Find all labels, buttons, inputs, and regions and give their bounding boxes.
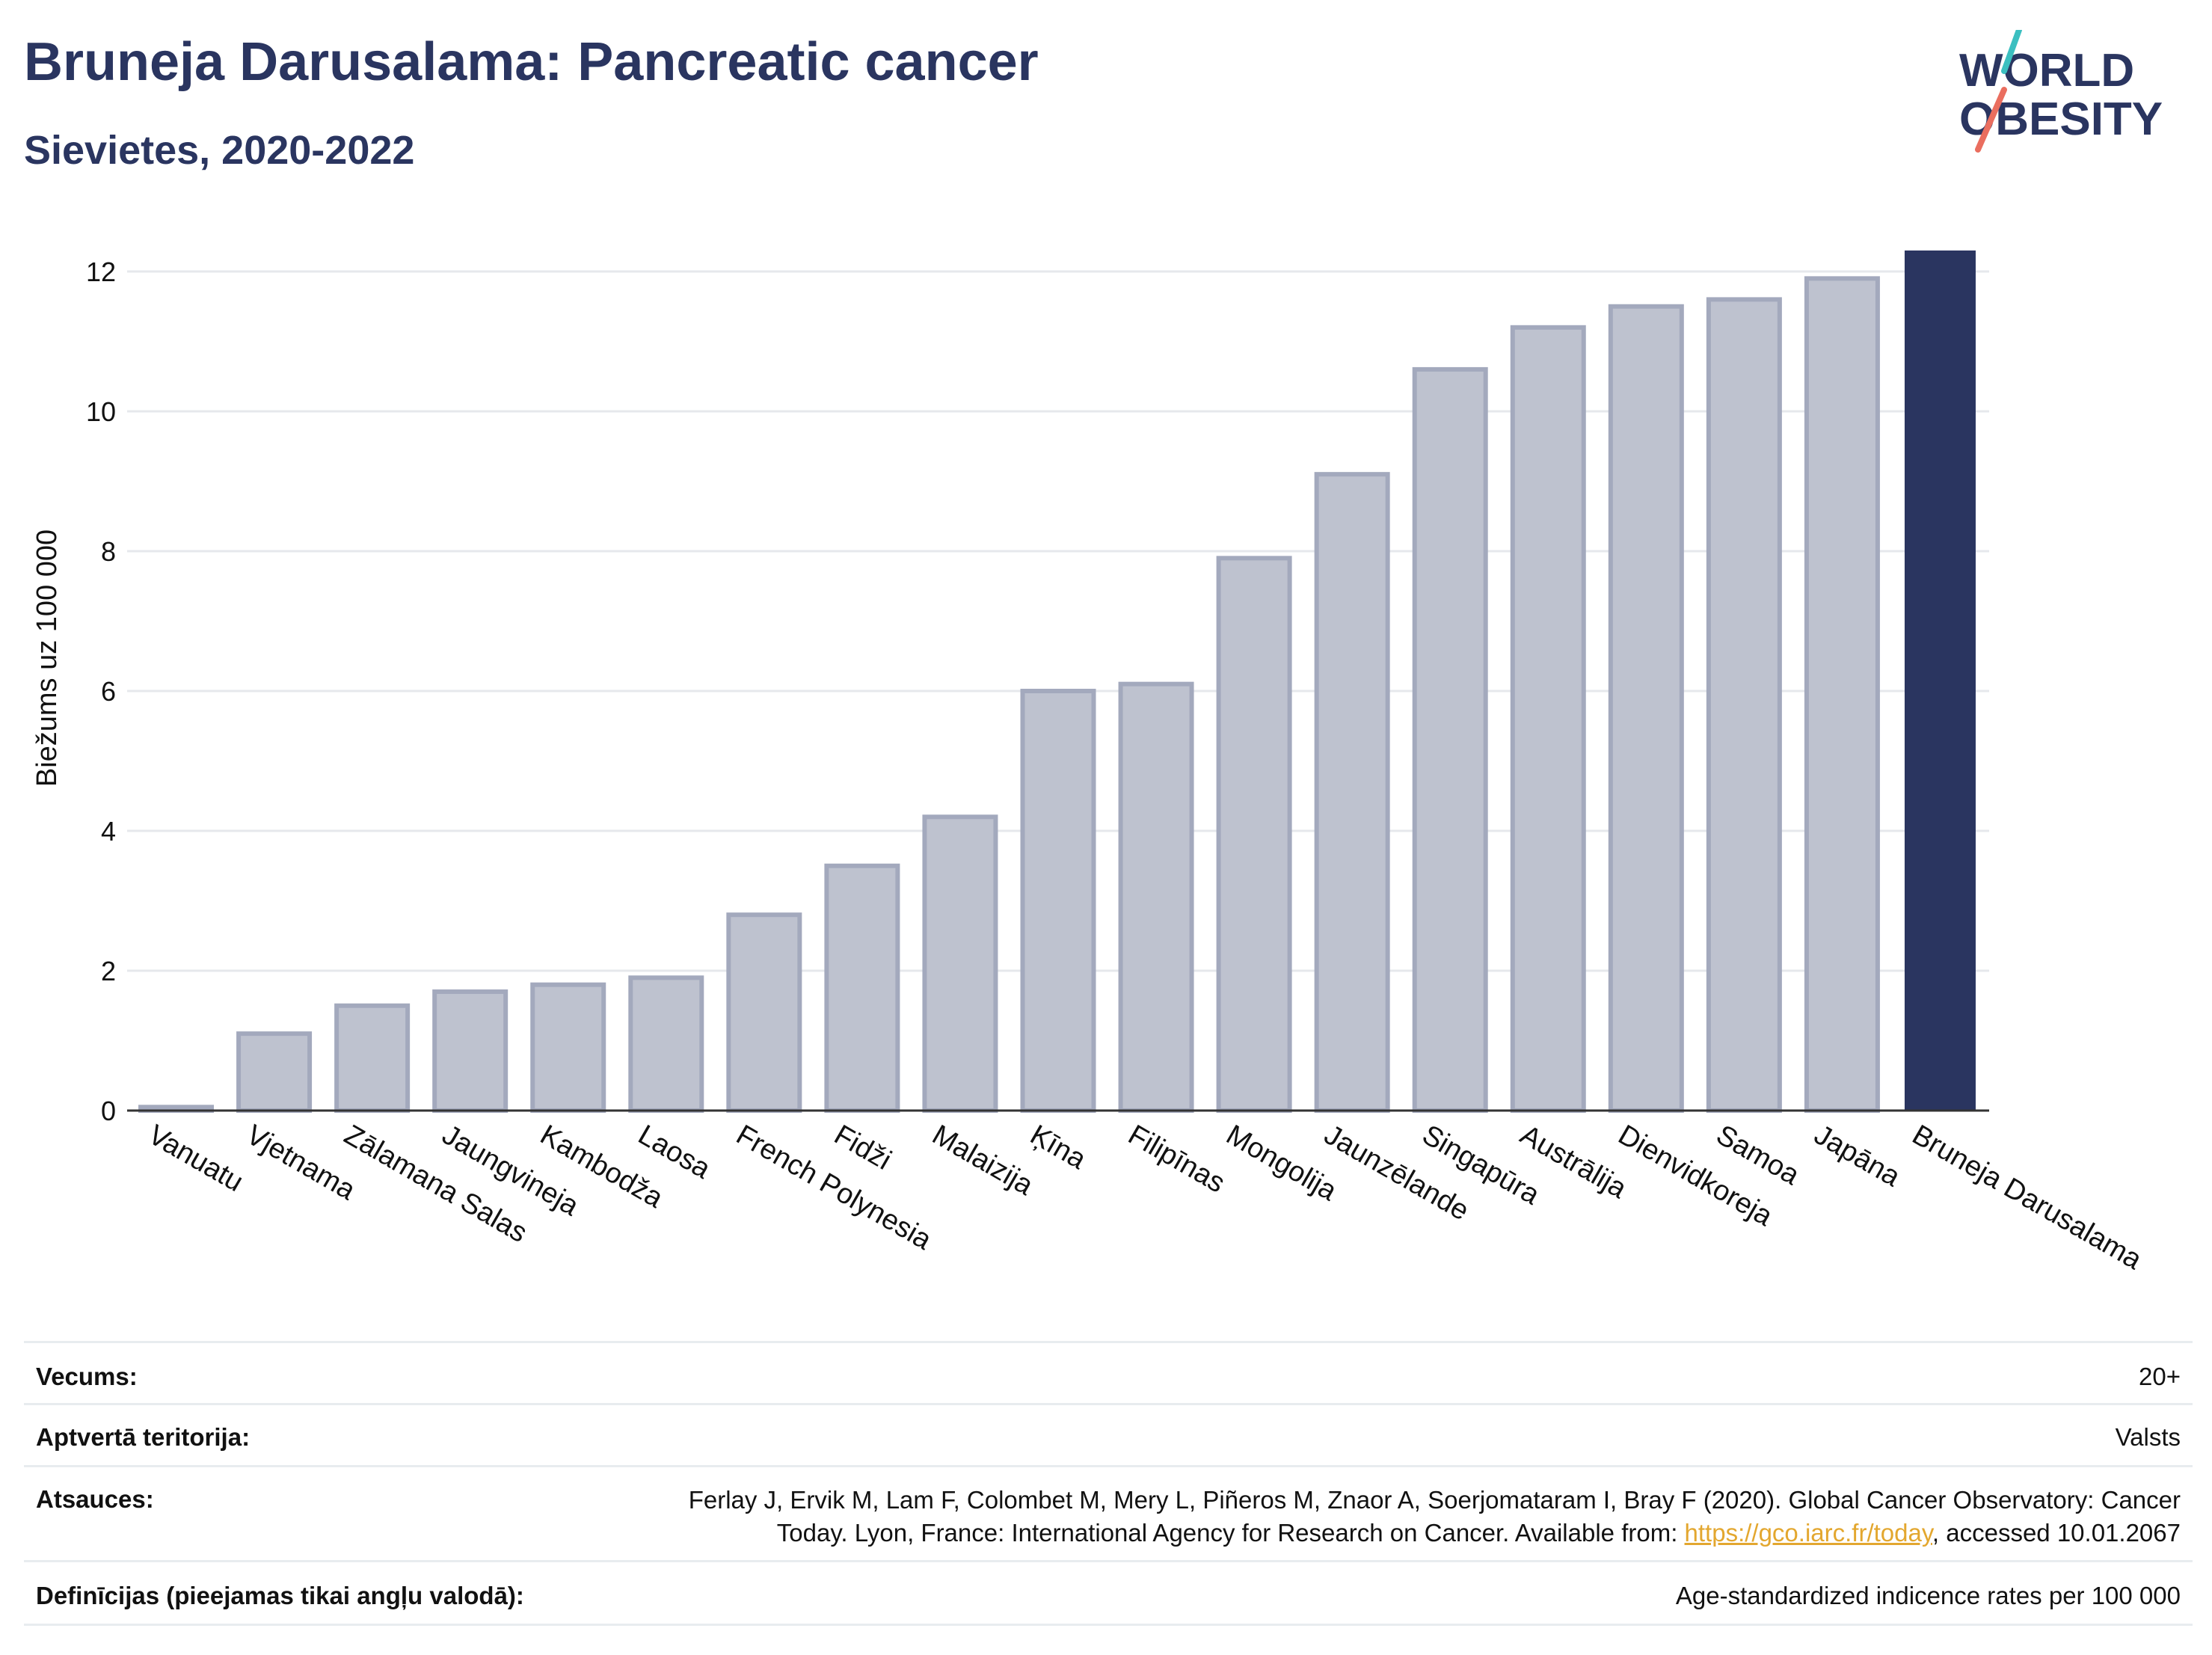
bar[interactable] [1706, 297, 1782, 1113]
bar[interactable] [236, 1031, 313, 1114]
info-row-definitions: Definīcijas (pieejamas tikai angļu valod… [24, 1560, 2193, 1626]
info-label-definitions: Definīcijas (pieejamas tikai angļu valod… [36, 1582, 524, 1609]
chart-title: Bruneja Darusalama: Pancreatic cancer [24, 32, 1039, 92]
y-tick-label: 2 [101, 956, 116, 986]
bars [138, 250, 1976, 1114]
bar[interactable] [1118, 681, 1194, 1113]
reference-line-1: Ferlay J, Ervik M, Lam F, Colombet M, Me… [688, 1486, 2181, 1514]
y-axis-label: Biežums uz 100 000 [31, 529, 63, 787]
reference-link[interactable]: https://gco.iarc.fr/today [1684, 1519, 1932, 1547]
bar[interactable] [824, 863, 900, 1113]
x-tick-label: Vanuatu [143, 1119, 248, 1198]
bar[interactable] [628, 975, 704, 1113]
x-tick-label: Malaizija [927, 1119, 1039, 1202]
info-label-coverage: Aptvertā teritorija: [36, 1423, 251, 1451]
bar[interactable] [334, 1003, 411, 1113]
bar[interactable] [1904, 250, 1976, 1111]
y-tick-label: 0 [101, 1096, 116, 1126]
bar[interactable] [922, 814, 998, 1114]
bar[interactable] [1314, 472, 1390, 1113]
x-tick-label: Japāna [1809, 1119, 1906, 1193]
y-tick-label: 10 [86, 396, 116, 427]
y-tick-label: 12 [86, 257, 116, 287]
logo-slash-coral [1975, 87, 2007, 153]
chart-subtitle: Sievietes, 2020-2022 [24, 128, 415, 173]
bar[interactable] [1804, 276, 1880, 1114]
info-row-age: Vecums: 20+ [24, 1341, 2193, 1403]
x-tick-label: Mongolija [1221, 1119, 1343, 1207]
bar[interactable] [1020, 689, 1096, 1113]
info-value-coverage: Valsts [2115, 1423, 2181, 1451]
logo-text-world: WORLD [1959, 45, 2134, 96]
world-obesity-logo: WORLD OBESITY [1959, 30, 2163, 153]
bar[interactable] [726, 912, 802, 1113]
bar[interactable] [530, 982, 606, 1113]
info-value-definitions: Age-standardized indicence rates per 100… [1675, 1582, 2181, 1609]
logo-slash-teal [2001, 30, 2022, 74]
bar[interactable] [1608, 304, 1684, 1113]
info-row-coverage: Aptvertā teritorija: Valsts [24, 1403, 2193, 1465]
x-tick-label: Fidži [829, 1119, 896, 1176]
y-tick-label: 4 [101, 816, 116, 847]
bar[interactable] [1412, 366, 1488, 1113]
info-value-references: Ferlay J, Ervik M, Lam F, Colombet M, Me… [689, 1484, 2181, 1550]
x-tick-label: Filipīnas [1123, 1119, 1231, 1199]
bar[interactable] [1216, 556, 1292, 1113]
reference-text-pre: Today. Lyon, France: International Agenc… [776, 1519, 1685, 1547]
info-label-age: Vecums: [36, 1363, 138, 1390]
x-tick-label: Vjetnama [241, 1119, 361, 1206]
reference-line-2: Today. Lyon, France: International Agenc… [689, 1517, 2181, 1550]
info-value-age: 20+ [2139, 1363, 2181, 1390]
x-tick-label: Ķīna [1025, 1119, 1092, 1176]
reference-text-post: , accessed 10.01.2067 [1932, 1519, 2181, 1547]
bar[interactable] [432, 989, 509, 1114]
x-tick-label: Bruneja Darusalama [1907, 1119, 2148, 1276]
bar[interactable] [1510, 325, 1586, 1113]
info-label-references: Atsauces: [36, 1485, 154, 1513]
y-tick-label: 6 [101, 676, 116, 707]
info-row-references: Atsauces: Ferlay J, Ervik M, Lam F, Colo… [24, 1465, 2193, 1560]
info-table: Vecums: 20+ Aptvertā teritorija: Valsts … [24, 1341, 2193, 1626]
y-tick-label: 8 [101, 536, 116, 567]
